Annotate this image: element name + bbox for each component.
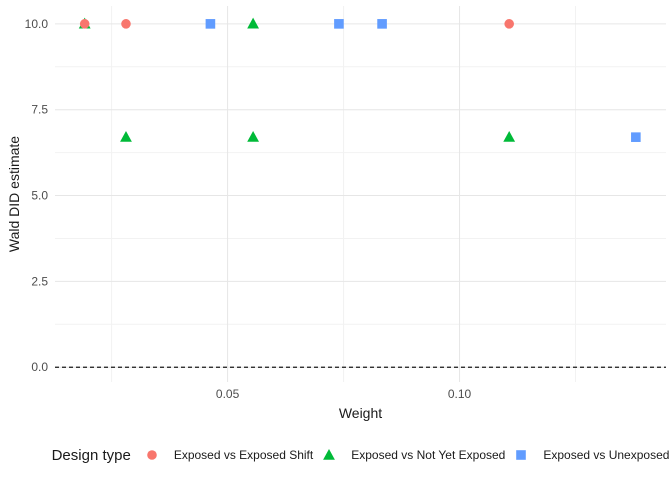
data-point-exposed-vs-exposed-shift [79, 19, 90, 29]
y-tick-label: 0.0 [31, 360, 48, 374]
square-key-icon [516, 450, 527, 460]
data-point-exposed-vs-not-yet-exposed [247, 17, 259, 29]
data-point-exposed-vs-unexposed [334, 19, 344, 29]
circle-key-icon [147, 450, 157, 460]
x-tick-label: 0.05 [216, 387, 240, 401]
legend-entry: Exposed vs Exposed Shift [145, 448, 313, 462]
data-point-exposed-vs-unexposed [205, 19, 216, 29]
legend-entry: Exposed vs Not Yet Exposed [322, 448, 505, 462]
data-point-exposed-vs-not-yet-exposed [503, 130, 516, 142]
y-tick-label: 5.0 [31, 189, 48, 203]
legend-label: Exposed vs Exposed Shift [173, 448, 314, 462]
data-point-exposed-vs-not-yet-exposed [120, 130, 132, 142]
legend-title: Design type [51, 446, 131, 464]
y-tick-label: 10.0 [25, 17, 49, 31]
legend-label: Exposed vs Unexposed [543, 448, 670, 462]
y-tick-label: 7.5 [31, 103, 48, 117]
data-point-exposed-vs-exposed-shift [504, 19, 514, 29]
legend: Design type Exposed vs Exposed Shift Expo… [51, 443, 670, 467]
legend-entries: Exposed vs Exposed Shift Exposed vs Not Y… [145, 448, 669, 462]
legend-label: Exposed vs Not Yet Exposed [351, 448, 506, 462]
triangle-key-icon [323, 449, 336, 460]
data-point-exposed-vs-unexposed [377, 19, 387, 29]
y-axis-title: Wald DID estimate [6, 135, 22, 253]
x-axis-title: Weight [338, 405, 383, 421]
data-point-exposed-vs-not-yet-exposed [247, 130, 259, 142]
data-point-exposed-vs-unexposed [631, 132, 641, 142]
x-tick-label: 0.10 [448, 387, 472, 401]
data-point-exposed-vs-exposed-shift [121, 19, 131, 29]
legend-entry: Exposed vs Unexposed [514, 448, 669, 462]
y-tick-label: 2.5 [31, 274, 48, 288]
